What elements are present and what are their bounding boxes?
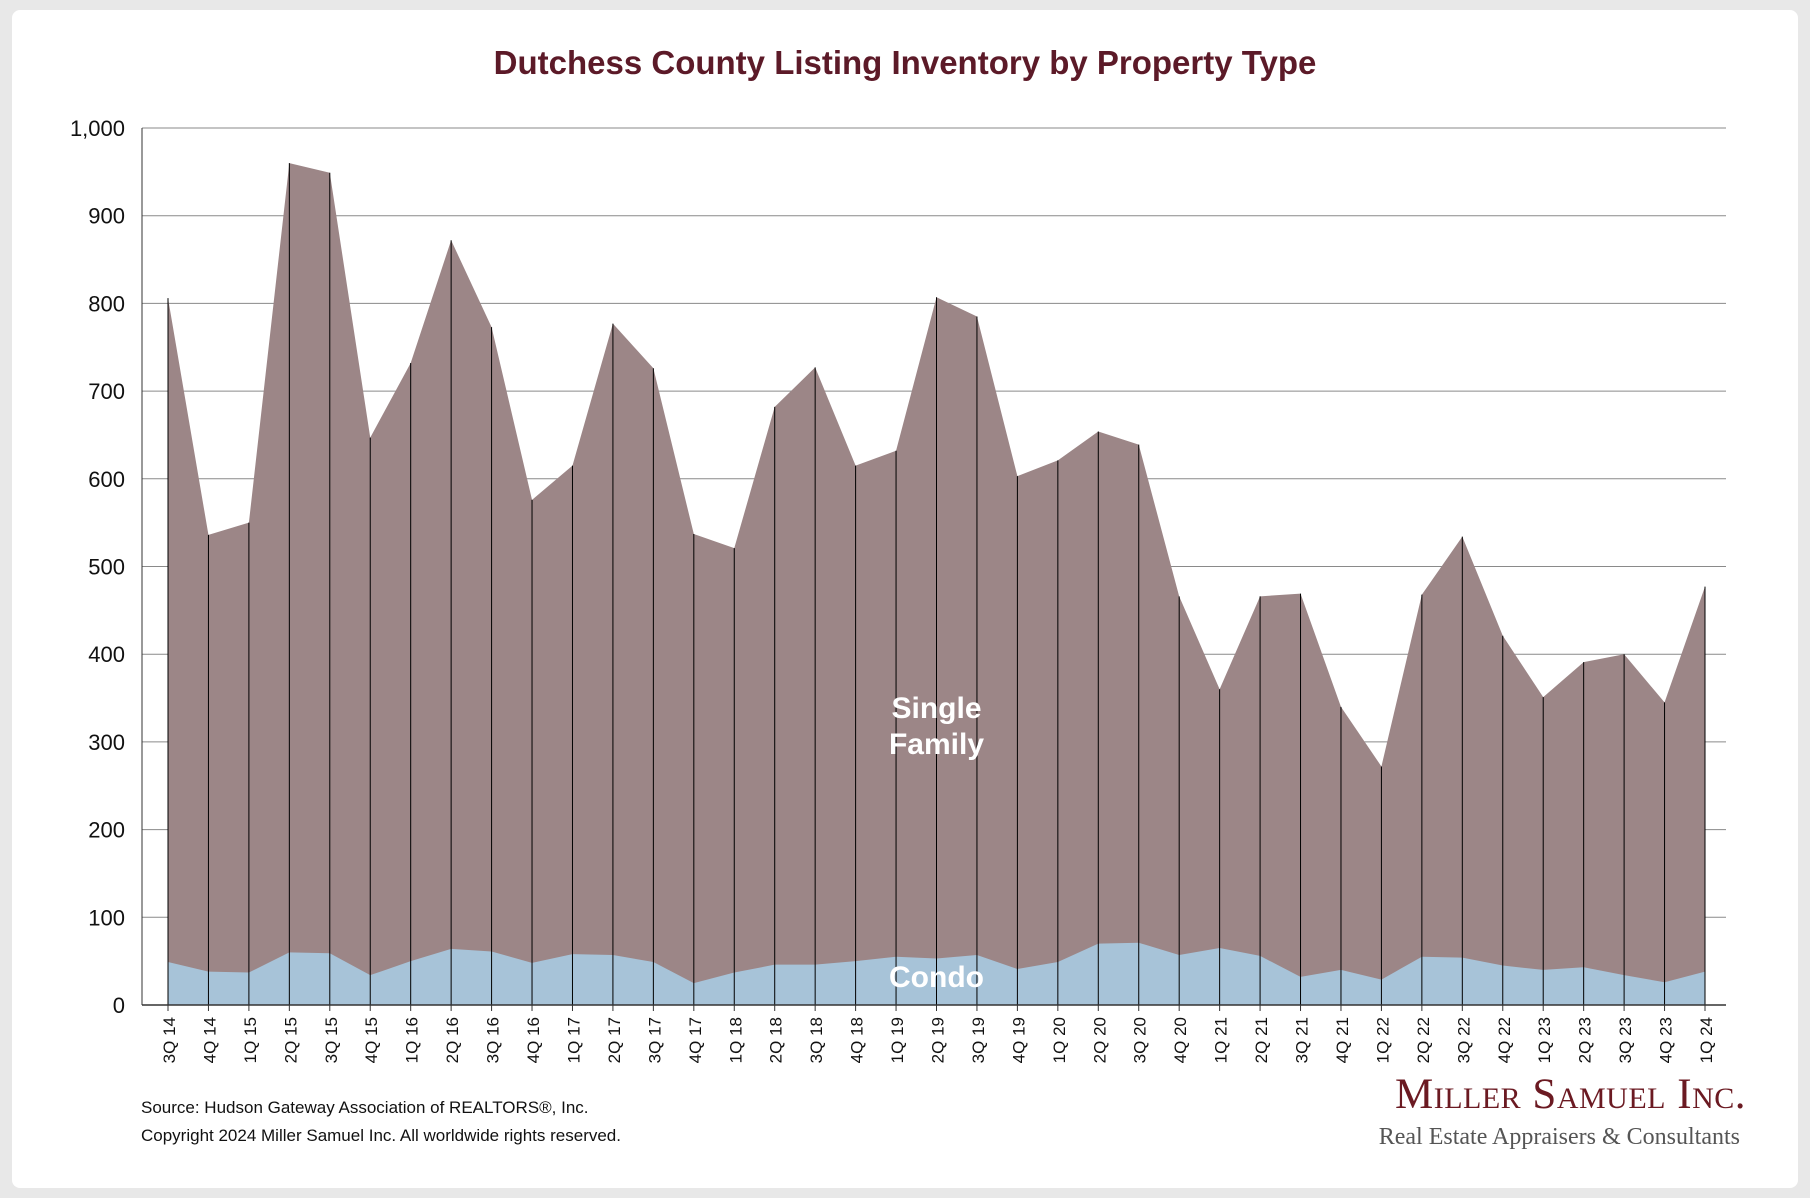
x-tick-label: 1Q 21 (1212, 1017, 1231, 1063)
x-tick-label: 4Q 21 (1333, 1017, 1352, 1063)
x-tick-label: 4Q 23 (1657, 1017, 1676, 1063)
x-tick-label: 3Q 16 (484, 1017, 503, 1063)
x-tick-label: 1Q 16 (403, 1017, 422, 1063)
x-tick-label: 3Q 17 (645, 1017, 664, 1063)
brand-name: Miller Samuel Inc. (1394, 1071, 1746, 1118)
y-tick-label: 800 (88, 291, 125, 316)
y-tick-label: 300 (88, 730, 125, 755)
x-tick-label: 2Q 22 (1414, 1017, 1433, 1063)
x-tick-label: 3Q 22 (1454, 1017, 1473, 1063)
x-tick-label: 2Q 16 (443, 1017, 462, 1063)
x-tick-label: 4Q 14 (200, 1017, 219, 1063)
y-tick-label: 500 (88, 555, 125, 580)
y-tick-label: 700 (88, 379, 125, 404)
source-note: Source: Hudson Gateway Association of RE… (141, 1098, 589, 1117)
y-tick-label: 900 (88, 204, 125, 229)
y-tick-label: 600 (88, 467, 125, 492)
x-tick-label: 1Q 22 (1373, 1017, 1392, 1063)
x-tick-label: 2Q 19 (929, 1017, 948, 1063)
x-tick-label: 3Q 20 (1131, 1017, 1150, 1063)
x-tick-label: 2Q 21 (1252, 1017, 1271, 1063)
x-tick-label: 4Q 22 (1495, 1017, 1514, 1063)
x-tick-label: 4Q 16 (524, 1017, 543, 1063)
brand-tagline: Real Estate Appraisers & Consultants (1378, 1124, 1740, 1150)
x-tick-label: 1Q 20 (1050, 1017, 1069, 1063)
x-tick-label: 1Q 23 (1535, 1017, 1554, 1063)
y-tick-label: 400 (88, 642, 125, 667)
y-tick-label: 1,000 (70, 116, 125, 141)
x-tick-label: 1Q 15 (241, 1017, 260, 1063)
x-tick-label: 1Q 18 (726, 1017, 745, 1063)
copyright-note: Copyright 2024 Miller Samuel Inc. All wo… (141, 1126, 621, 1145)
x-tick-label: 2Q 23 (1576, 1017, 1595, 1063)
x-tick-label: 4Q 19 (1009, 1017, 1028, 1063)
x-tick-label: 3Q 18 (807, 1017, 826, 1063)
x-tick-label: 2Q 20 (1090, 1017, 1109, 1063)
single-family-label-line: Single (891, 692, 981, 725)
x-tick-label: 1Q 24 (1697, 1017, 1716, 1063)
x-tick-label: 3Q 14 (160, 1017, 179, 1063)
x-tick-label: 4Q 20 (1171, 1017, 1190, 1063)
x-tick-label: 3Q 15 (322, 1017, 341, 1063)
x-tick-label: 3Q 21 (1293, 1017, 1312, 1063)
single-family-label-line: Family (889, 728, 984, 761)
x-tick-label: 2Q 15 (281, 1017, 300, 1063)
x-tick-label: 3Q 19 (969, 1017, 988, 1063)
x-tick-label: 3Q 23 (1616, 1017, 1635, 1063)
condo-label: Condo (889, 961, 984, 994)
brand-logo: Miller Samuel Inc. (1390, 1070, 1746, 1119)
y-tick-label: 100 (88, 905, 125, 930)
x-tick-label: 1Q 19 (888, 1017, 907, 1063)
y-tick-label: 0 (113, 993, 125, 1018)
x-tick-label: 4Q 17 (686, 1017, 705, 1063)
x-tick-label: 2Q 17 (605, 1017, 624, 1063)
footer-notes: Source: Hudson Gateway Association of RE… (141, 1094, 621, 1150)
y-tick-label: 200 (88, 818, 125, 843)
x-tick-label: 4Q 18 (848, 1017, 867, 1063)
x-tick-label: 4Q 15 (362, 1017, 381, 1063)
chart-title: Dutchess County Listing Inventory by Pro… (493, 44, 1317, 81)
single-family-label: Single Family (889, 692, 984, 761)
x-tick-label: 2Q 18 (767, 1017, 786, 1063)
x-tick-label: 1Q 17 (564, 1017, 583, 1063)
